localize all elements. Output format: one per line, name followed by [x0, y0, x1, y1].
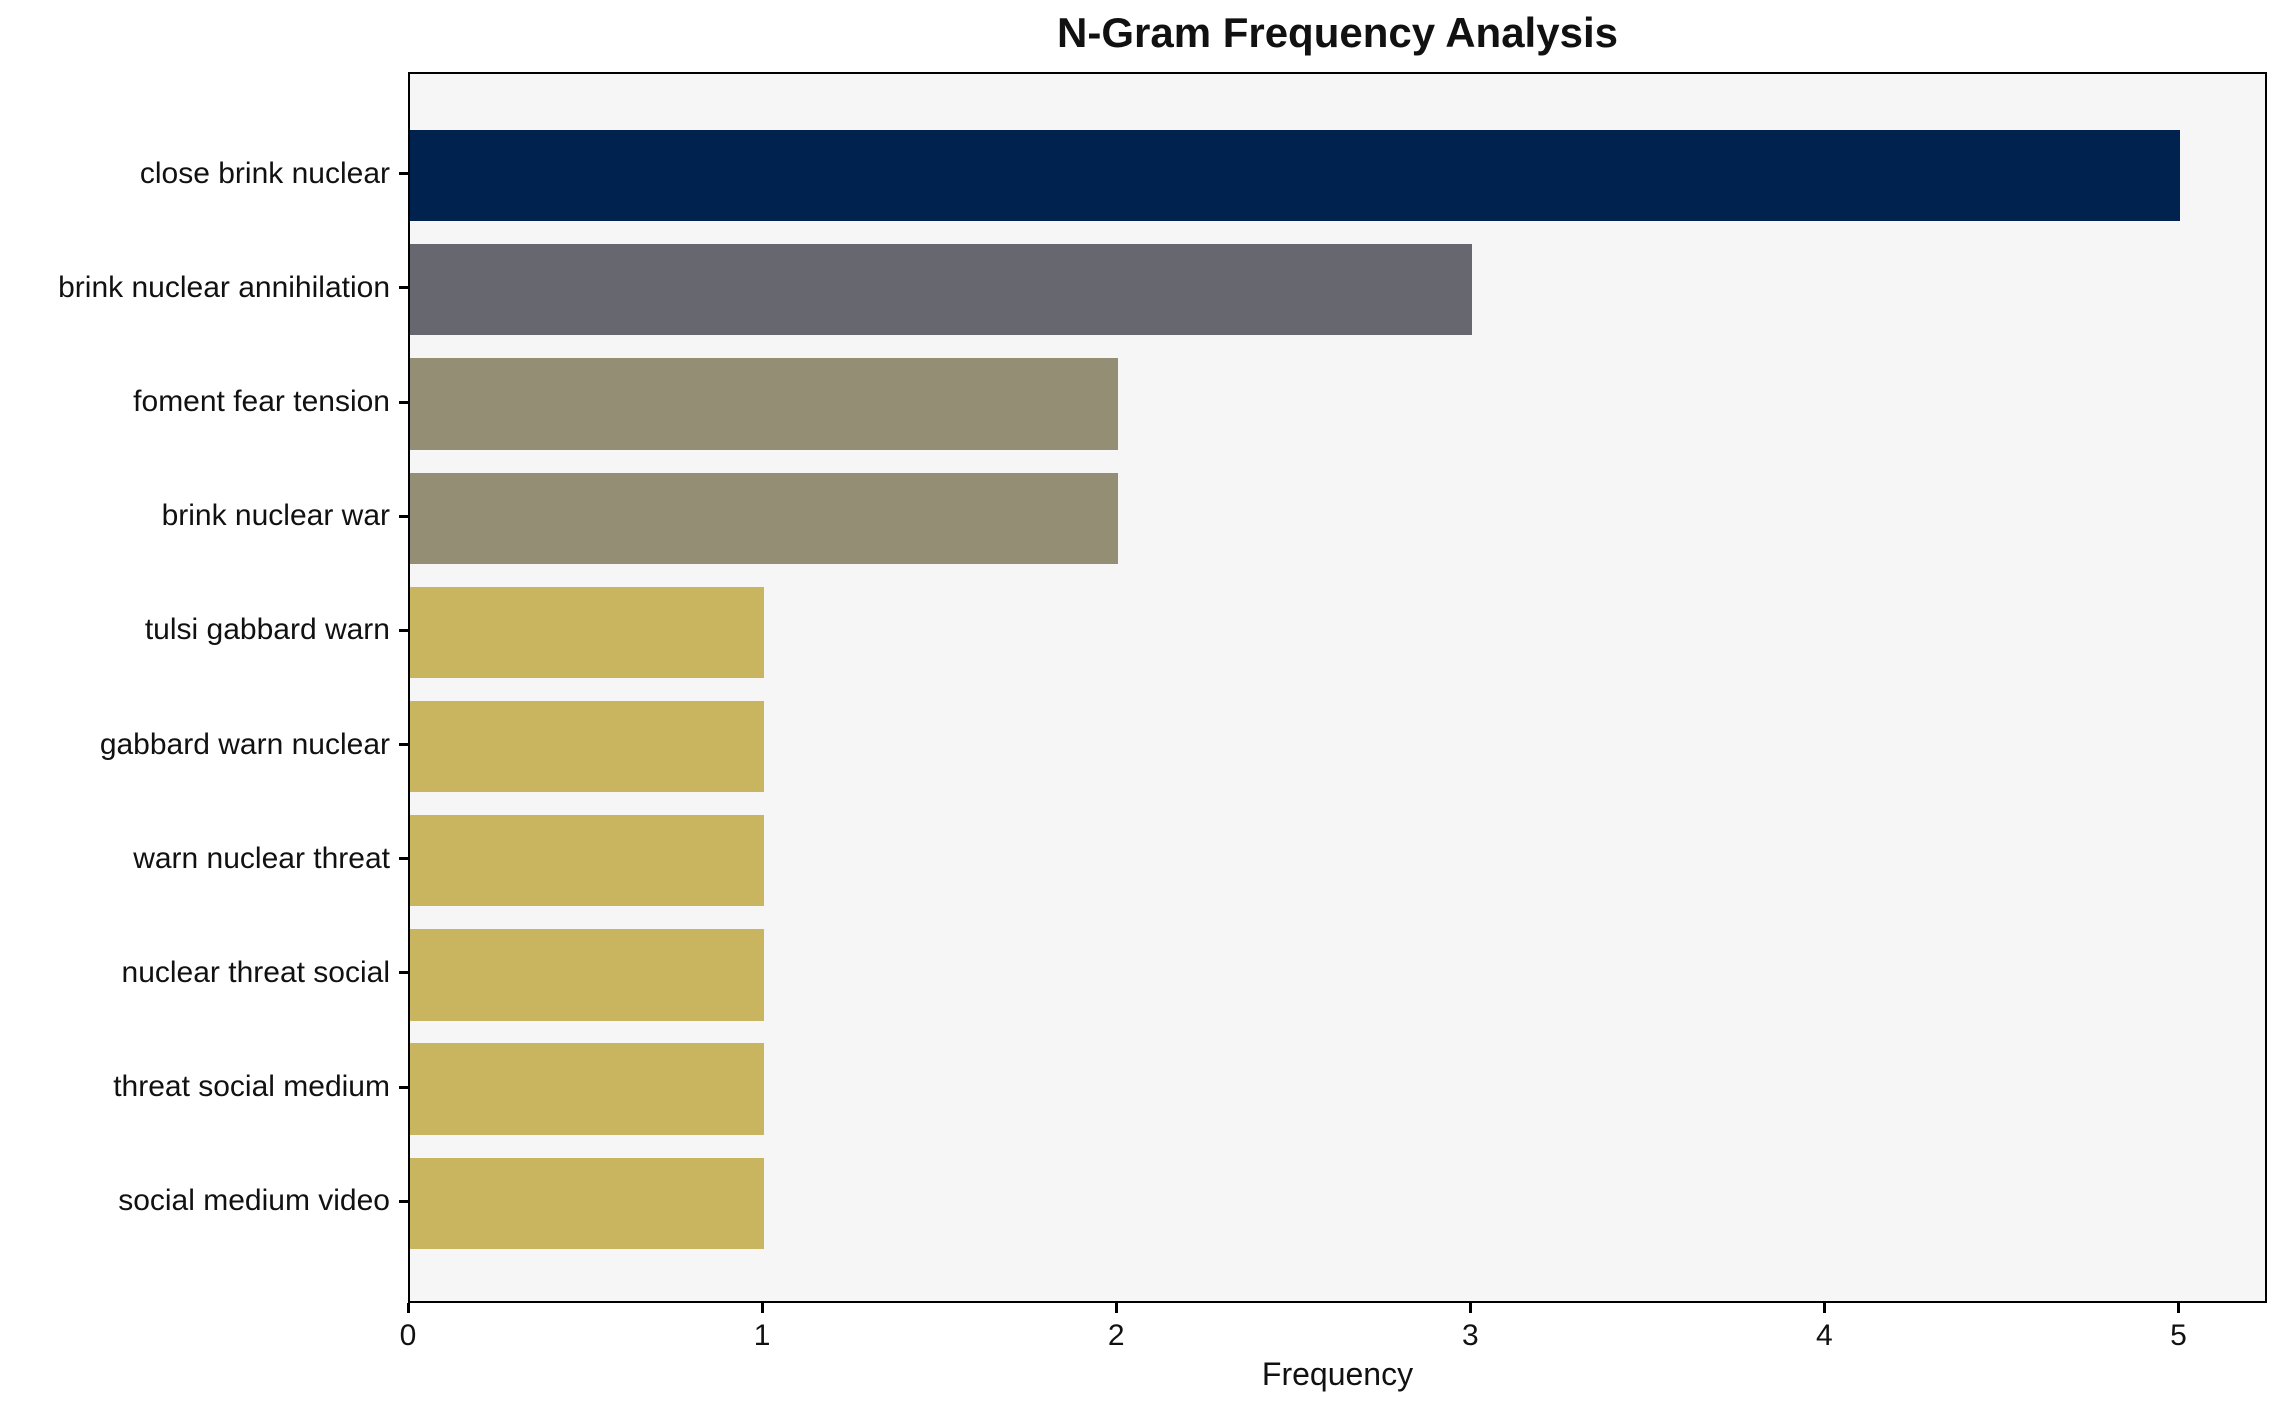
x-tick-label: 0 [399, 1319, 417, 1352]
x-tick-label: 5 [2170, 1319, 2187, 1352]
x-tick-label: 2 [1107, 1319, 1125, 1352]
x-tick-label: 4 [1816, 1319, 1833, 1352]
x-axis-label: Frequency [1261, 1356, 1414, 1392]
bar [410, 358, 1119, 450]
y-tick-label: threat social medium [113, 1070, 390, 1104]
bar [410, 929, 765, 1021]
bar [410, 1157, 765, 1250]
bar [410, 244, 1473, 336]
y-tick-mark [399, 857, 408, 861]
y-tick-label: brink nuclear war [161, 499, 390, 533]
x-tick-mark [2176, 1303, 2180, 1313]
x-tick-mark [760, 1303, 764, 1313]
y-tick-mark [399, 971, 408, 975]
bar [410, 815, 765, 907]
y-tick-mark [399, 628, 408, 632]
y-tick-label: gabbard warn nuclear [99, 727, 390, 761]
bar [410, 129, 2181, 222]
x-tick-mark [406, 1303, 410, 1313]
y-tick-mark [399, 172, 408, 176]
y-tick-mark [399, 286, 408, 290]
y-tick-label: social medium video [118, 1184, 390, 1218]
y-tick-mark [399, 1085, 408, 1089]
y-tick-mark [399, 1199, 408, 1203]
plot-area [408, 72, 2267, 1303]
y-tick-label: brink nuclear annihilation [58, 270, 390, 304]
y-tick-label: close brink nuclear [139, 156, 390, 190]
x-tick-mark [1468, 1303, 1472, 1313]
y-tick-label: nuclear threat social [121, 955, 390, 989]
y-tick-mark [399, 514, 408, 518]
x-tick-mark [1114, 1303, 1118, 1313]
bar [410, 700, 765, 793]
y-tick-label: warn nuclear threat [133, 841, 390, 875]
x-tick-label: 1 [753, 1319, 771, 1352]
x-tick-mark [1822, 1303, 1826, 1313]
y-tick-label: tulsi gabbard warn [144, 613, 390, 647]
bar [410, 1043, 765, 1135]
x-tick-label: 3 [1461, 1319, 1479, 1352]
y-tick-label: foment fear tension [133, 385, 390, 419]
bar [410, 472, 1119, 564]
bar [410, 586, 765, 679]
chart-title: N-Gram Frequency Analysis [1057, 9, 1618, 56]
y-tick-mark [399, 743, 408, 747]
y-tick-mark [399, 400, 408, 404]
